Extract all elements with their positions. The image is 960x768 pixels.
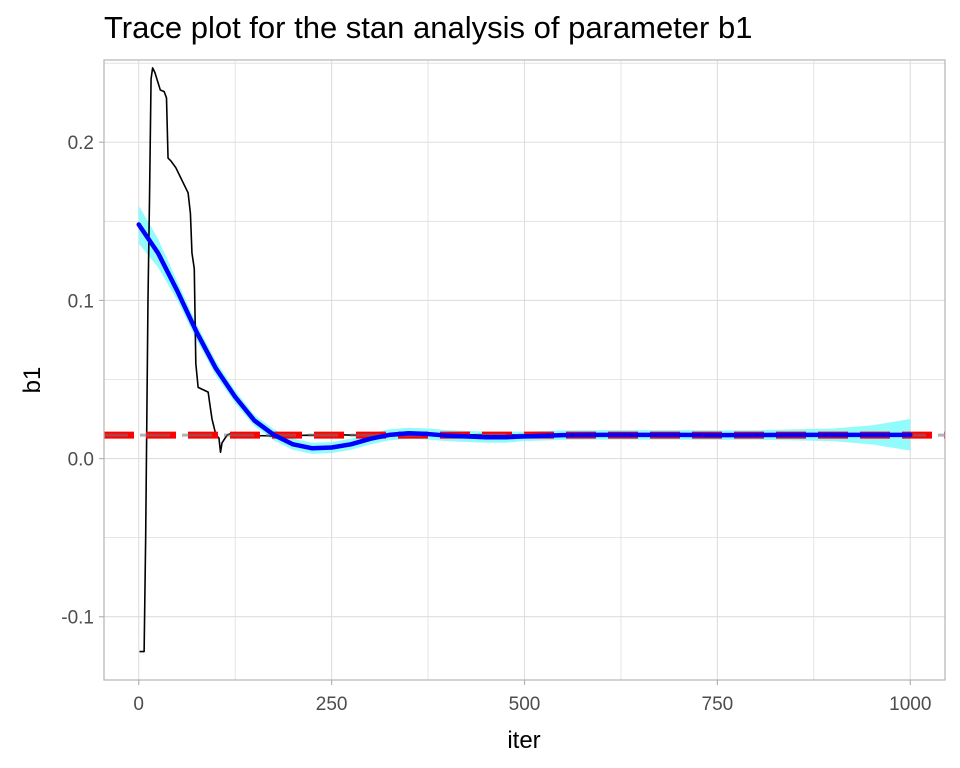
- y-axis-title: b1: [19, 367, 46, 394]
- y-tick-label: 0.0: [68, 450, 94, 471]
- x-axis-ticks: 0 250 500 750 1000: [133, 680, 931, 715]
- smooth-confidence-ribbon-layer: [138, 205, 911, 454]
- smooth-line: [136, 222, 913, 451]
- x-axis-title: iter: [507, 727, 540, 754]
- y-tick-label: 0.1: [68, 291, 94, 312]
- x-tick-label: 0: [133, 694, 144, 715]
- x-tick-label: 1000: [889, 694, 931, 715]
- chart-title: Trace plot for the stan analysis of para…: [104, 10, 753, 45]
- x-tick-label: 750: [702, 694, 734, 715]
- x-tick-label: 500: [509, 694, 541, 715]
- smooth-confidence-ribbon: [138, 205, 911, 454]
- x-tick-label: 250: [316, 694, 348, 715]
- y-axis-ticks: -0.1 0.0 0.1 0.2: [61, 133, 104, 629]
- y-tick-label: 0.2: [68, 133, 94, 154]
- smooth-line-layer: [136, 222, 913, 451]
- y-tick-label: -0.1: [61, 608, 94, 629]
- grid-major-lines: [104, 60, 945, 680]
